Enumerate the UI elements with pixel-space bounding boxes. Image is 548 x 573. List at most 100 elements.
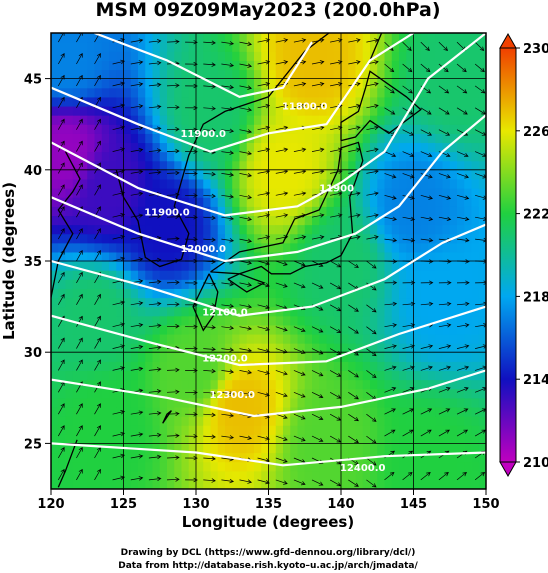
wind-vector: [57, 425, 65, 437]
wind-vector: [203, 390, 216, 396]
wind-vector: [311, 282, 324, 289]
wind-vector: [330, 213, 343, 218]
colorbar-tick-label: 226: [523, 125, 548, 140]
wind-vector: [112, 103, 126, 109]
wind-vector: [293, 326, 306, 332]
wind-vector: [438, 194, 452, 200]
wind-vector: [420, 301, 434, 307]
wind-vector: [203, 128, 216, 133]
wind-vector: [239, 173, 253, 178]
wind-vector: [475, 237, 486, 243]
wind-vector: [57, 118, 65, 130]
wind-vector: [257, 370, 270, 375]
height-contour: [51, 33, 415, 153]
wind-vector: [76, 315, 83, 327]
wind-vector: [420, 429, 432, 437]
wind-vector: [112, 431, 126, 437]
wind-vector: [275, 348, 288, 354]
wind-vector: [112, 366, 126, 371]
wind-vector: [348, 235, 361, 240]
wind-vector: [402, 471, 413, 481]
wind-vector: [239, 194, 253, 200]
wind-vector: [239, 216, 253, 222]
wind-vector: [57, 337, 65, 349]
wind-vector: [257, 457, 270, 463]
wind-vector: [329, 304, 342, 312]
wind-vector: [185, 302, 198, 308]
wind-vector: [94, 228, 101, 240]
wind-vector: [366, 125, 379, 131]
wind-vector: [402, 237, 416, 243]
wind-vector: [275, 60, 289, 65]
x-axis-title: Longitude (degrees): [182, 513, 354, 531]
wind-vector: [293, 213, 307, 218]
wind-vector: [366, 169, 379, 174]
wind-vector: [185, 215, 198, 220]
wind-vector: [293, 169, 307, 174]
contour-label: 11800.0: [282, 102, 328, 113]
wind-vector: [474, 387, 486, 393]
wind-vector: [420, 107, 432, 115]
wind-vector: [112, 169, 126, 174]
wind-vector: [384, 259, 398, 264]
wind-vector: [203, 478, 216, 483]
wind-vector: [438, 216, 452, 222]
wind-vector: [257, 326, 270, 332]
wind-vector: [311, 370, 324, 377]
wind-vector: [76, 403, 83, 415]
wind-vector: [402, 280, 416, 285]
wind-vector: [94, 468, 101, 481]
wind-vector: [293, 38, 307, 43]
coastline: [210, 141, 364, 275]
wind-vector: [257, 391, 270, 397]
wind-vector: [221, 435, 235, 440]
wind-vector: [112, 213, 126, 218]
wind-vector: [438, 471, 449, 481]
wind-vector: [94, 52, 101, 65]
wind-vector: [402, 194, 415, 200]
wind-vector: [185, 368, 198, 373]
wind-vector: [384, 280, 398, 285]
wind-vector: [329, 391, 342, 399]
wind-vector: [257, 479, 270, 485]
wind-vector: [130, 257, 144, 262]
wind-vector: [257, 348, 270, 353]
coastline: [227, 273, 266, 293]
wind-vector: [329, 260, 342, 268]
wind-vector: [239, 348, 253, 353]
wind-vector: [438, 173, 451, 179]
y-axis-title: Latitude (degrees): [0, 182, 18, 340]
wind-vector: [456, 194, 470, 200]
wind-vector: [384, 107, 396, 115]
wind-vector: [475, 301, 486, 307]
wind-vector: [166, 302, 180, 307]
contour-label: 11900.0: [144, 207, 190, 218]
wind-vector: [420, 408, 433, 415]
wind-vector: [148, 257, 162, 263]
wind-vector: [275, 213, 289, 218]
wind-vector: [474, 173, 486, 179]
wind-vector: [384, 63, 395, 73]
wind-vector: [348, 125, 361, 131]
wind-vector: [329, 479, 342, 487]
wind-vector: [420, 259, 434, 264]
chart-title: MSM 09Z09May2023 (200.0hPa): [95, 0, 440, 21]
wind-vector: [94, 425, 101, 437]
wind-vector: [402, 323, 416, 328]
wind-vector: [257, 213, 271, 218]
wind-vector: [221, 216, 235, 221]
wind-vector: [112, 256, 126, 262]
wind-vectors: [57, 33, 486, 488]
wind-vector: [130, 213, 144, 218]
wind-vector: [384, 429, 396, 437]
contour-label: 12200.0: [202, 353, 248, 364]
wind-vector: [148, 476, 162, 482]
wind-vector: [166, 148, 180, 154]
wind-vector: [293, 479, 306, 486]
wind-vector: [221, 369, 235, 374]
wind-vector: [275, 479, 288, 485]
wind-vector: [148, 323, 162, 328]
wind-vector: [348, 326, 359, 334]
wind-vector: [94, 118, 101, 130]
wind-vector: [275, 413, 288, 420]
